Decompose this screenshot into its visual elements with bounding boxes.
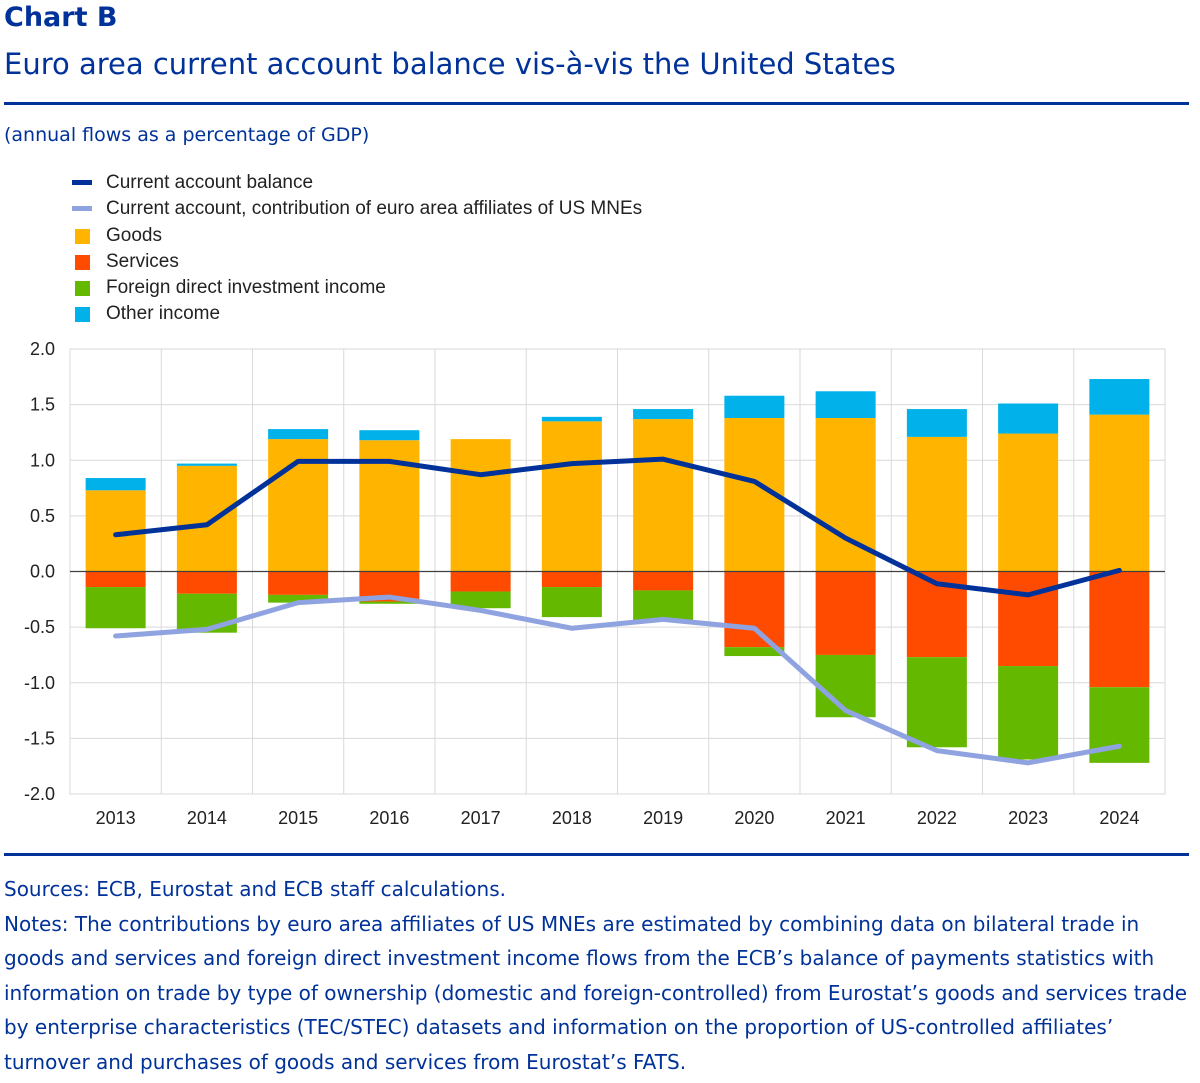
bar-fdi-income: [268, 594, 329, 603]
bar-services: [450, 571, 511, 592]
legend-swatch: [75, 254, 90, 270]
line-current-account-balance: [113, 456, 1122, 598]
chart-subtitle: (annual flows as a percentage of GDP): [4, 124, 370, 146]
bar-other-income: [998, 403, 1059, 434]
chart-label: Chart B: [4, 2, 118, 33]
bar-fdi-income: [176, 593, 237, 633]
legend-label: Foreign direct investment income: [106, 277, 386, 299]
legend-swatch: [72, 206, 92, 212]
bar-fdi-income: [541, 587, 602, 618]
bar-other-income: [541, 416, 602, 422]
bar-fdi-income: [633, 590, 694, 621]
x-tick-label: 2024: [1099, 808, 1139, 828]
legend-swatch: [75, 307, 90, 323]
chart-plot: 2.0 1.5 1.0 0.5 0.0 -0.5 -1.0 -1.5 -2.0 2013 2014 2…: [24, 339, 1166, 828]
legend-label: Current account balance: [106, 172, 314, 193]
bar-services: [998, 571, 1059, 667]
bar-goods: [541, 421, 602, 572]
bar-goods: [1089, 414, 1150, 572]
bar-fdi-income: [724, 647, 785, 657]
bar-goods: [176, 465, 237, 572]
bar-services: [176, 571, 237, 594]
bar-fdi-income: [359, 601, 420, 604]
bar-services: [541, 571, 602, 588]
y-tick-label: 0.0: [30, 562, 55, 582]
bar-goods: [450, 439, 511, 572]
bar-services: [1089, 571, 1150, 688]
bar-other-income: [906, 409, 967, 437]
chart-notes: Notes: The contributions by euro area af…: [4, 912, 1188, 1074]
bar-other-income: [724, 395, 785, 418]
x-tick-label: 2021: [826, 808, 866, 828]
bar-fdi-income: [815, 654, 876, 718]
y-tick-label: -1.5: [24, 728, 55, 748]
legend-swatch: [72, 180, 92, 185]
bar-goods: [906, 436, 967, 572]
x-tick-label: 2017: [461, 808, 501, 828]
x-tick-label: 2023: [1008, 808, 1048, 828]
legend-swatch: [75, 228, 90, 244]
bar-other-income: [633, 409, 694, 420]
legend-label: Goods: [106, 224, 162, 246]
x-tick-label: 2019: [643, 808, 683, 828]
y-tick-label: -2.0: [24, 784, 55, 804]
legend-label: Current account, contribution of euro ar…: [106, 198, 643, 220]
y-tick-label: 1.0: [30, 450, 55, 470]
x-tick-label: 2020: [734, 808, 774, 828]
x-tick-label: 2014: [187, 808, 227, 828]
legend-label: Services: [106, 250, 179, 272]
chart-title: Euro area current account balance vis-à-…: [4, 47, 896, 81]
chart-sources: Sources: ECB, Eurostat and ECB staff cal…: [4, 877, 506, 901]
header-rule: [4, 102, 1189, 105]
x-tick-label: 2015: [278, 808, 318, 828]
x-tick-label: 2022: [917, 808, 957, 828]
bar-services: [268, 571, 329, 595]
bar-other-income: [359, 430, 420, 441]
bar-services: [815, 571, 876, 655]
bar-goods: [998, 433, 1059, 572]
bar-fdi-income: [906, 657, 967, 748]
y-tick-label: -1.0: [24, 673, 55, 693]
bar-services: [85, 571, 146, 588]
bar-other-income: [1089, 379, 1150, 415]
bar-other-income: [815, 391, 876, 418]
legend-label: Other income: [106, 303, 221, 325]
bar-goods: [633, 419, 694, 572]
y-tick-label: 1.5: [30, 395, 55, 415]
bar-services: [724, 571, 785, 648]
bar-services: [633, 571, 694, 591]
y-tick-label: 2.0: [30, 339, 55, 359]
bar-other-income: [85, 478, 146, 491]
footer-rule: [4, 853, 1189, 856]
line-us-mne-contribution: [113, 594, 1122, 766]
bar-other-income: [176, 463, 237, 466]
x-tick-label: 2013: [96, 808, 136, 828]
legend-swatch: [75, 281, 90, 297]
bar-fdi-income: [450, 591, 511, 609]
bar-fdi-income: [998, 666, 1059, 760]
bar-fdi-income: [85, 587, 146, 629]
y-tick-label: -0.5: [24, 617, 55, 637]
bar-other-income: [268, 429, 329, 440]
x-tick-label: 2016: [369, 808, 409, 828]
x-tick-label: 2018: [552, 808, 592, 828]
y-tick-label: 0.5: [30, 506, 55, 526]
